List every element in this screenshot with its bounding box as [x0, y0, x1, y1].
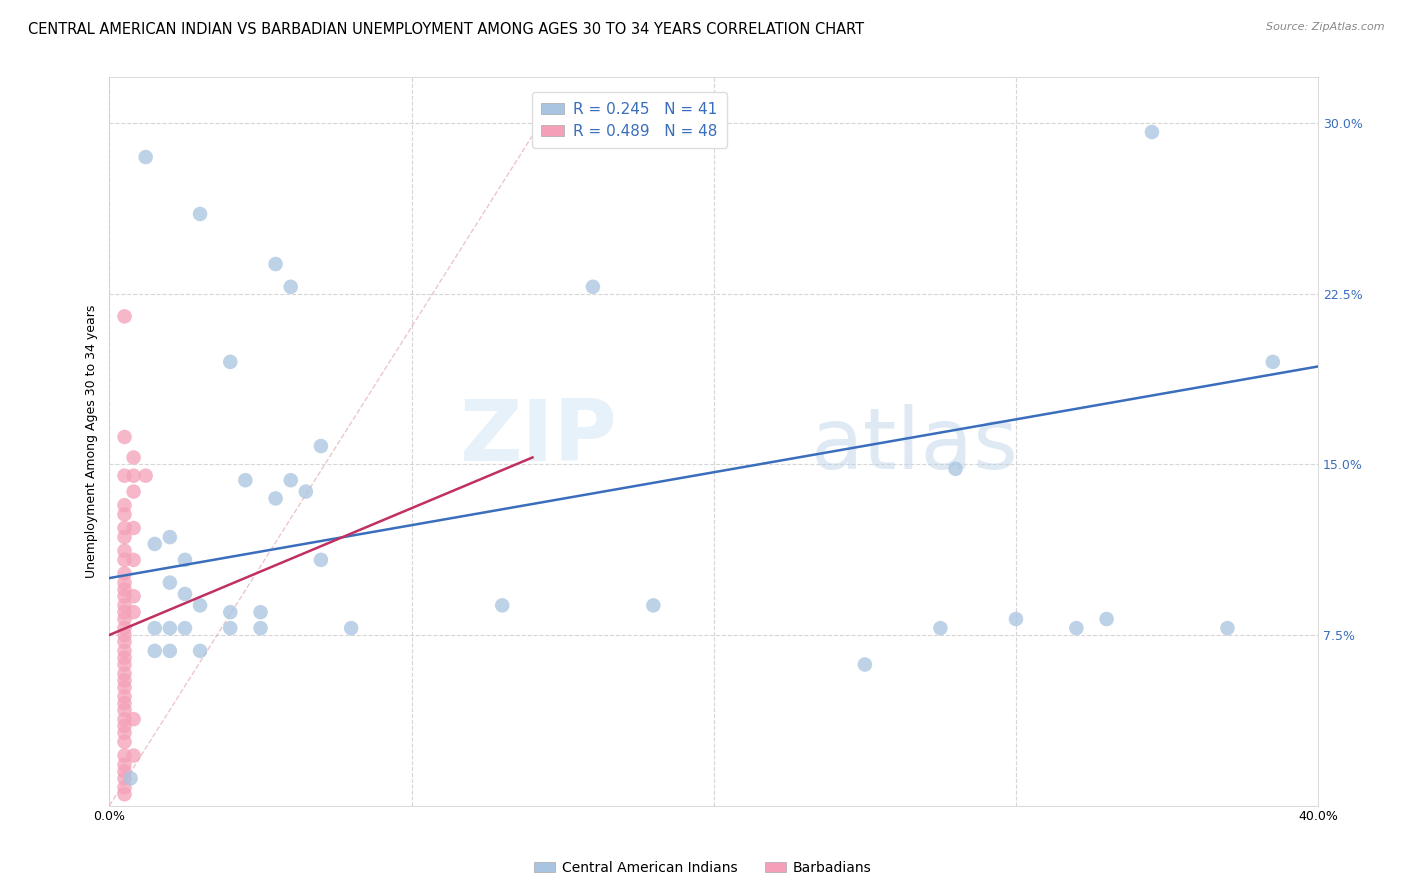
Point: [188, 207, 211, 221]
Point: [122, 589, 145, 603]
Point: [219, 355, 242, 369]
Point: [114, 673, 136, 688]
Point: [120, 772, 142, 786]
Point: [143, 621, 166, 635]
Point: [114, 621, 136, 635]
Point: [135, 150, 157, 164]
Point: [114, 764, 136, 779]
Point: [122, 712, 145, 726]
Point: [159, 530, 181, 544]
Point: [114, 310, 136, 324]
Point: [114, 712, 136, 726]
Point: [114, 681, 136, 695]
Point: [114, 634, 136, 648]
Text: Source: ZipAtlas.com: Source: ZipAtlas.com: [1267, 22, 1385, 32]
Point: [114, 719, 136, 733]
Point: [114, 543, 136, 558]
Point: [114, 612, 136, 626]
Point: [114, 780, 136, 795]
Point: [114, 650, 136, 665]
Point: [1005, 612, 1028, 626]
Point: [235, 473, 257, 487]
Point: [280, 280, 302, 294]
Point: [114, 468, 136, 483]
Point: [309, 439, 332, 453]
Point: [114, 757, 136, 772]
Point: [853, 657, 876, 672]
Point: [122, 748, 145, 763]
Point: [188, 644, 211, 658]
Point: [114, 657, 136, 672]
Point: [114, 582, 136, 597]
Point: [295, 484, 318, 499]
Legend: Central American Indians, Barbadians: Central American Indians, Barbadians: [529, 855, 877, 880]
Y-axis label: Unemployment Among Ages 30 to 34 years: Unemployment Among Ages 30 to 34 years: [86, 305, 98, 578]
Point: [114, 599, 136, 613]
Point: [249, 621, 271, 635]
Point: [929, 621, 952, 635]
Point: [159, 575, 181, 590]
Point: [143, 537, 166, 551]
Point: [114, 498, 136, 512]
Point: [340, 621, 363, 635]
Point: [264, 257, 287, 271]
Point: [114, 772, 136, 786]
Point: [309, 553, 332, 567]
Point: [114, 508, 136, 522]
Point: [219, 621, 242, 635]
Point: [264, 491, 287, 506]
Point: [1261, 355, 1284, 369]
Text: atlas: atlas: [810, 404, 1018, 487]
Point: [122, 468, 145, 483]
Point: [114, 430, 136, 444]
Point: [1140, 125, 1163, 139]
Point: [491, 599, 513, 613]
Point: [122, 521, 145, 535]
Point: [114, 748, 136, 763]
Point: [582, 280, 605, 294]
Point: [114, 666, 136, 681]
Point: [1216, 621, 1239, 635]
Point: [114, 628, 136, 642]
Point: [1095, 612, 1118, 626]
Point: [174, 553, 197, 567]
Point: [114, 696, 136, 710]
Point: [219, 605, 242, 619]
Point: [114, 703, 136, 717]
Point: [159, 621, 181, 635]
Point: [945, 462, 967, 476]
Legend: R = 0.245   N = 41, R = 0.489   N = 48: R = 0.245 N = 41, R = 0.489 N = 48: [531, 93, 727, 148]
Point: [114, 787, 136, 801]
Point: [114, 644, 136, 658]
Point: [1066, 621, 1088, 635]
Point: [122, 553, 145, 567]
Point: [122, 484, 145, 499]
Point: [114, 726, 136, 740]
Point: [122, 450, 145, 465]
Point: [122, 605, 145, 619]
Point: [114, 735, 136, 749]
Point: [114, 521, 136, 535]
Point: [143, 644, 166, 658]
Text: ZIP: ZIP: [460, 396, 617, 479]
Point: [114, 553, 136, 567]
Point: [114, 530, 136, 544]
Point: [135, 468, 157, 483]
Point: [114, 575, 136, 590]
Point: [174, 587, 197, 601]
Point: [280, 473, 302, 487]
Text: CENTRAL AMERICAN INDIAN VS BARBADIAN UNEMPLOYMENT AMONG AGES 30 TO 34 YEARS CORR: CENTRAL AMERICAN INDIAN VS BARBADIAN UNE…: [28, 22, 865, 37]
Point: [643, 599, 665, 613]
Point: [114, 566, 136, 581]
Point: [188, 599, 211, 613]
Point: [114, 589, 136, 603]
Point: [114, 690, 136, 704]
Point: [114, 605, 136, 619]
Point: [249, 605, 271, 619]
Point: [174, 621, 197, 635]
Point: [159, 644, 181, 658]
